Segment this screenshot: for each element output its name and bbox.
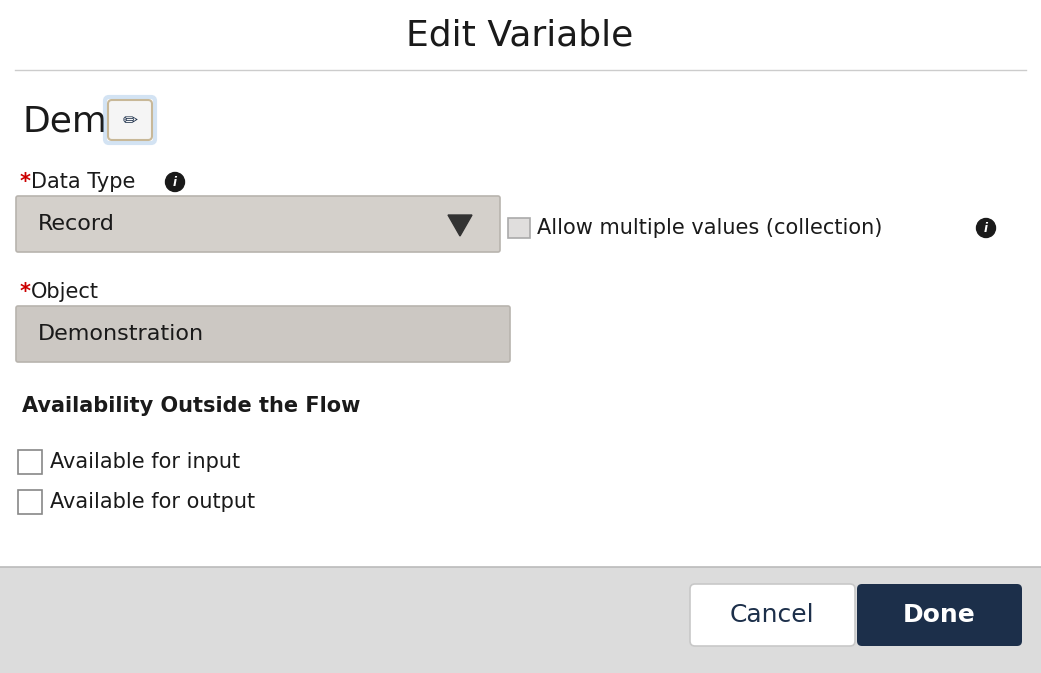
Bar [18, 450, 42, 474]
Text: Edit Variable: Edit Variable [406, 18, 634, 52]
Text: Object: Object [31, 282, 99, 302]
FancyBboxPatch shape [16, 306, 510, 362]
FancyBboxPatch shape [16, 196, 500, 252]
Text: *: * [20, 172, 31, 192]
FancyBboxPatch shape [690, 584, 855, 646]
FancyBboxPatch shape [108, 100, 152, 140]
Text: i: i [173, 176, 177, 189]
Text: Allow multiple values (collection): Allow multiple values (collection) [537, 218, 883, 238]
Text: *: * [20, 282, 31, 302]
Bar [18, 490, 42, 514]
Circle shape [166, 172, 184, 192]
Text: Availability Outside the Flow: Availability Outside the Flow [22, 396, 360, 416]
Text: Available for output: Available for output [50, 492, 255, 512]
Text: Cancel: Cancel [730, 603, 814, 627]
Polygon shape [448, 215, 472, 236]
Text: ✏: ✏ [123, 112, 137, 130]
Circle shape [976, 219, 995, 238]
Bar [0, 567, 1041, 673]
Text: Demonstration: Demonstration [39, 324, 204, 344]
FancyBboxPatch shape [508, 218, 530, 238]
Text: Record: Record [39, 214, 115, 234]
Text: Data Type: Data Type [31, 172, 135, 192]
Text: Done: Done [903, 603, 975, 627]
Text: Demo: Demo [22, 105, 129, 139]
Text: i: i [984, 222, 988, 235]
FancyBboxPatch shape [857, 584, 1022, 646]
Text: Available for input: Available for input [50, 452, 240, 472]
